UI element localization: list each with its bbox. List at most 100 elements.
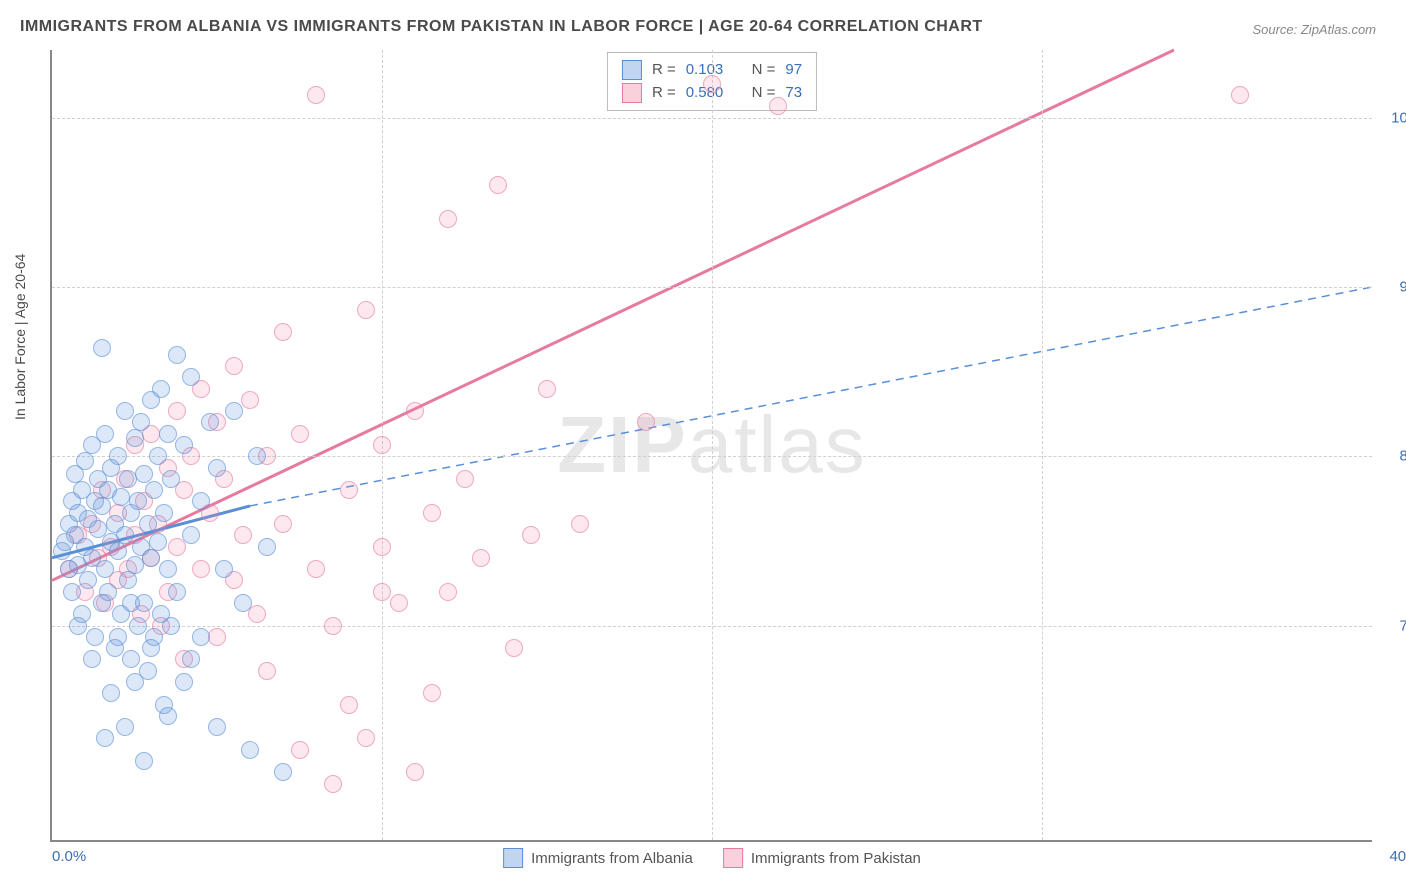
data-point [340, 696, 358, 714]
series2-name: Immigrants from Pakistan [751, 850, 921, 867]
data-point [769, 97, 787, 115]
chart-title: IMMIGRANTS FROM ALBANIA VS IMMIGRANTS FR… [20, 18, 983, 36]
data-point [274, 515, 292, 533]
swatch-series2-icon [622, 83, 642, 103]
data-point [182, 526, 200, 544]
plot-area: ZIPatlas R = 0.103 N = 97 R = 0.580 N = … [50, 50, 1372, 842]
data-point [225, 402, 243, 420]
data-point [423, 684, 441, 702]
data-point [234, 594, 252, 612]
data-point [192, 628, 210, 646]
x-tick-min: 0.0% [52, 848, 86, 865]
swatch-series1-icon [622, 60, 642, 80]
trend-line [52, 50, 1174, 580]
trend-line [250, 287, 1372, 506]
data-point [258, 662, 276, 680]
data-point [241, 391, 259, 409]
data-point [155, 504, 173, 522]
data-point [291, 425, 309, 443]
gridline-v [1042, 50, 1043, 840]
data-point [168, 583, 186, 601]
n-label: N = [752, 59, 776, 82]
data-point [357, 729, 375, 747]
data-point [126, 673, 144, 691]
data-point [116, 526, 134, 544]
y-tick-label: 77.5% [1382, 617, 1406, 634]
data-point [324, 775, 342, 793]
data-point [86, 628, 104, 646]
data-point [99, 583, 117, 601]
data-point [201, 413, 219, 431]
data-point [274, 763, 292, 781]
data-point [439, 210, 457, 228]
data-point [142, 639, 160, 657]
data-point [192, 560, 210, 578]
data-point [637, 413, 655, 431]
data-point [274, 323, 292, 341]
y-tick-label: 85.0% [1382, 448, 1406, 465]
data-point [139, 515, 157, 533]
data-point [119, 470, 137, 488]
data-point [208, 718, 226, 736]
data-point [241, 741, 259, 759]
data-point [126, 556, 144, 574]
data-point [390, 594, 408, 612]
data-point [162, 470, 180, 488]
data-point [135, 752, 153, 770]
data-point [83, 650, 101, 668]
data-point [324, 617, 342, 635]
data-point [168, 402, 186, 420]
data-point [116, 402, 134, 420]
data-point [182, 368, 200, 386]
data-point [142, 549, 160, 567]
data-point [439, 583, 457, 601]
x-tick-max: 40.0% [1389, 848, 1406, 865]
data-point [116, 718, 134, 736]
data-point [119, 571, 137, 589]
data-point [159, 560, 177, 578]
data-point [208, 459, 226, 477]
r-label: R = [652, 82, 676, 105]
data-point [373, 583, 391, 601]
data-point [423, 504, 441, 522]
data-point [96, 560, 114, 578]
data-point [96, 729, 114, 747]
data-point [93, 339, 111, 357]
series1-name: Immigrants from Albania [531, 850, 693, 867]
data-point [93, 497, 111, 515]
data-point [489, 176, 507, 194]
data-point [129, 492, 147, 510]
data-point [132, 413, 150, 431]
data-point [122, 650, 140, 668]
data-point [126, 429, 144, 447]
legend-item-2: Immigrants from Pakistan [723, 848, 921, 868]
data-point [522, 526, 540, 544]
data-point [129, 617, 147, 635]
data-point [258, 538, 276, 556]
data-point [109, 628, 127, 646]
source-label: Source: ZipAtlas.com [1252, 22, 1376, 37]
data-point [122, 594, 140, 612]
data-point [571, 515, 589, 533]
data-point [162, 617, 180, 635]
data-point [357, 301, 375, 319]
data-point [234, 526, 252, 544]
data-point [703, 75, 721, 93]
data-point [225, 357, 243, 375]
y-tick-label: 92.5% [1382, 279, 1406, 296]
series1-n-value: 97 [785, 59, 802, 82]
bottom-legend: Immigrants from Albania Immigrants from … [503, 848, 921, 868]
data-point [109, 447, 127, 465]
data-point [159, 425, 177, 443]
data-point [291, 741, 309, 759]
data-point [182, 650, 200, 668]
data-point [340, 481, 358, 499]
data-point [248, 447, 266, 465]
data-point [149, 533, 167, 551]
data-point [215, 560, 233, 578]
data-point [208, 628, 226, 646]
data-point [175, 436, 193, 454]
data-point [406, 402, 424, 420]
y-tick-label: 100.0% [1382, 109, 1406, 126]
y-axis-label: In Labor Force | Age 20-64 [12, 254, 28, 420]
